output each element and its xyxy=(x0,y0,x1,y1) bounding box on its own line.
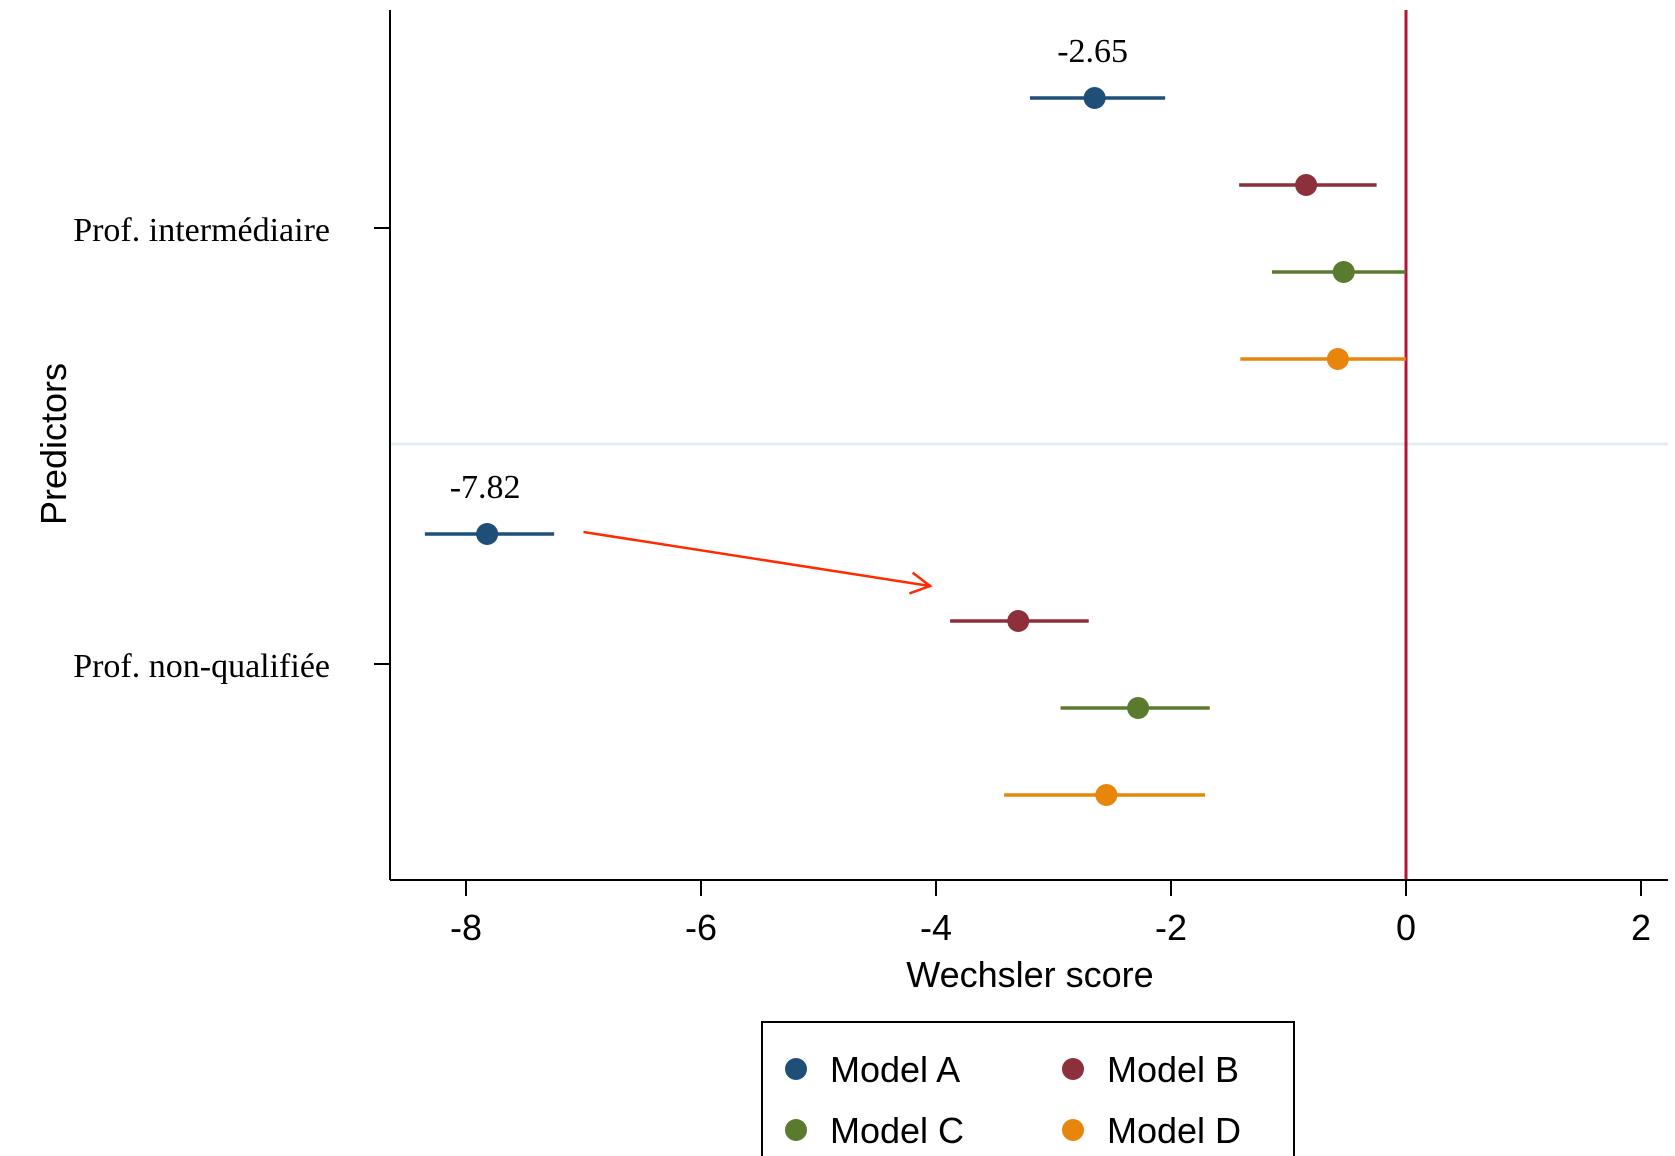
legend-box xyxy=(761,1021,1295,1156)
point-estimate xyxy=(476,523,499,545)
plot-area: -8 -6 -4 -2 0 2 Prof. intermédiaire Prof. non-q… xyxy=(73,10,1668,948)
arrow-shaft xyxy=(583,530,931,588)
point-estimate xyxy=(1326,348,1349,370)
x-tick-label: -4 xyxy=(920,907,952,948)
point-estimate xyxy=(1332,261,1355,283)
x-tick-label: 0 xyxy=(1396,907,1416,948)
data-label: -2.65 xyxy=(1057,33,1128,70)
legend-marker xyxy=(785,1119,807,1141)
point-estimate xyxy=(1295,174,1318,196)
legend: Model A Model B Model C Model D xyxy=(761,1021,1295,1156)
legend-label: Model A xyxy=(830,1049,960,1090)
y-axis-title: Predictors xyxy=(33,363,74,525)
x-tick-label: -6 xyxy=(685,907,717,948)
arrow-head xyxy=(909,571,933,595)
x-tick-label: -8 xyxy=(450,907,482,948)
x-axis-title: Wechsler score xyxy=(906,954,1153,995)
x-tick-label: -2 xyxy=(1155,907,1187,948)
point-estimate xyxy=(1127,697,1150,719)
legend-label: Model B xyxy=(1107,1049,1239,1090)
legend-label: Model D xyxy=(1107,1110,1241,1151)
legend-marker xyxy=(1062,1119,1084,1141)
data-label: -7.82 xyxy=(450,469,521,506)
legend-marker xyxy=(785,1058,807,1080)
legend-label: Model C xyxy=(830,1110,964,1151)
point-estimate xyxy=(1095,784,1118,806)
y-tick-label: Prof. non-qualifiée xyxy=(73,648,330,685)
y-tick-label: Prof. intermédiaire xyxy=(73,212,330,249)
x-tick-label: 2 xyxy=(1631,907,1651,948)
point-estimate xyxy=(1083,87,1106,109)
legend-marker xyxy=(1062,1058,1084,1080)
point-estimate xyxy=(1007,610,1030,632)
